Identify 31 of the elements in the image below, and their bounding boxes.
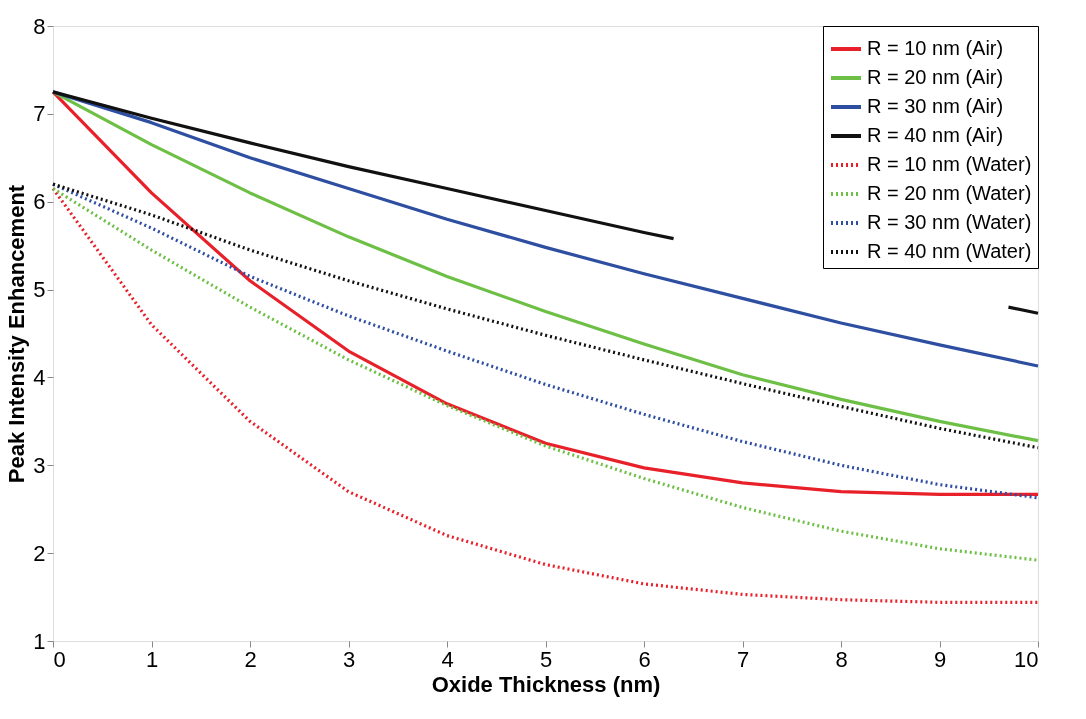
x-tick-label: 9: [933, 646, 947, 672]
x-tick-label: 5: [539, 646, 553, 672]
legend-label: R = 20 nm (Water): [867, 182, 1032, 204]
legend-label: R = 10 nm (Water): [867, 153, 1032, 175]
y-tick-label: 4: [33, 364, 46, 390]
legend-label: R = 40 nm (Water): [867, 240, 1032, 262]
y-tick-label: 5: [33, 277, 46, 303]
x-tick-label: 4: [441, 646, 454, 672]
y-axis-title: Peak Intensity Enhancement: [4, 184, 30, 484]
x-tick-label: 3: [342, 646, 356, 672]
y-tick-label: 3: [33, 452, 46, 478]
x-tick-label: 1: [145, 646, 159, 672]
legend-label: R = 40 nm (Air): [867, 124, 1004, 146]
y-tick-label: 8: [33, 13, 46, 39]
legend-label: R = 10 nm (Air): [867, 37, 1004, 59]
x-tick-label: 8: [835, 646, 848, 672]
x-tick-label: 0: [53, 646, 66, 672]
legend-label: R = 30 nm (Air): [867, 95, 1004, 117]
x-tick-label: 2: [244, 646, 257, 672]
legend-label: R = 30 nm (Water): [867, 211, 1032, 233]
line-series: [51, 182, 1040, 450]
x-tick-label: 10: [1014, 646, 1039, 672]
y-tick-label: 2: [33, 540, 46, 566]
x-tick-label: 6: [638, 646, 651, 672]
legend-label: R = 20 nm (Air): [867, 66, 1004, 88]
y-tick-label: 7: [33, 101, 46, 127]
y-tick-label: 1: [33, 628, 46, 654]
y-tick-label: 6: [33, 189, 46, 215]
x-tick-label: 7: [736, 646, 750, 672]
x-axis-title: Oxide Thickness (nm): [431, 671, 661, 697]
line-series: [51, 182, 1040, 500]
